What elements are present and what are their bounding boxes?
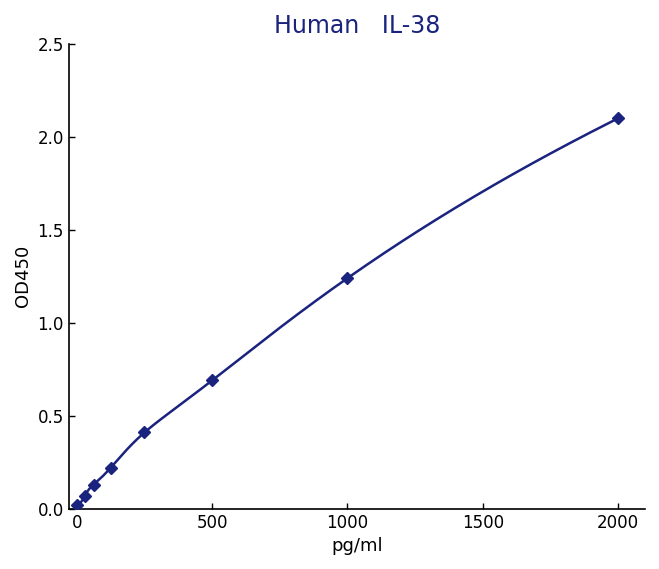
Title: Human   IL-38: Human IL-38: [273, 14, 440, 38]
Y-axis label: OD450: OD450: [14, 245, 32, 307]
X-axis label: pg/ml: pg/ml: [331, 537, 383, 555]
